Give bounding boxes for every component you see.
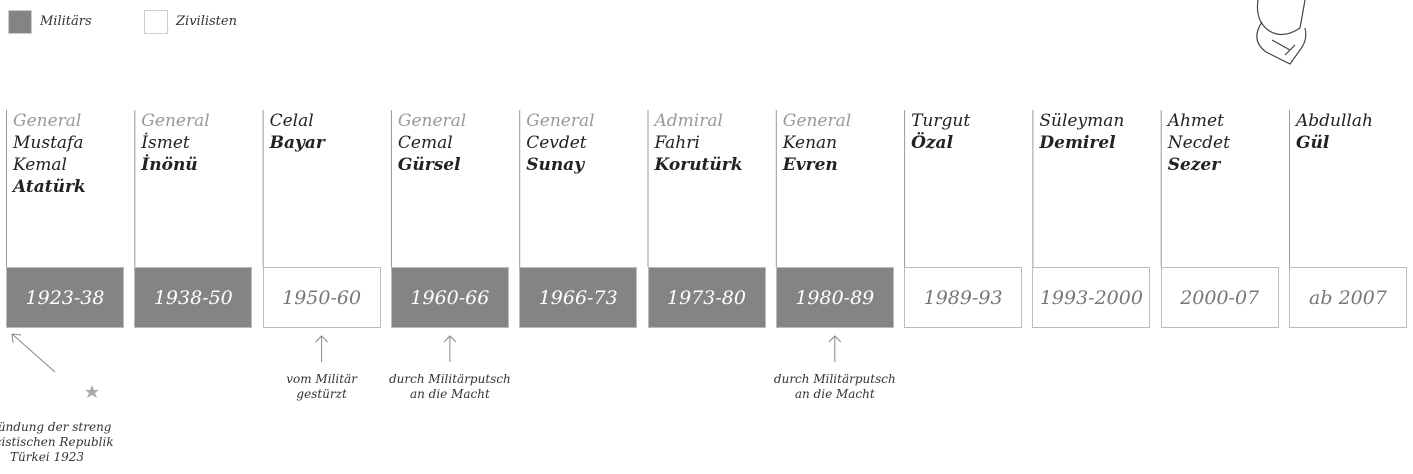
- star: [85, 385, 99, 398]
- surname: Bayar: [270, 132, 325, 154]
- given-name: Necdet: [1168, 132, 1230, 154]
- term: 1950-60: [282, 287, 361, 309]
- term-box: 1993-2000: [1032, 267, 1150, 328]
- note: an die Macht: [755, 387, 915, 402]
- rank: General: [526, 110, 594, 132]
- term-box: 1960-66: [391, 267, 509, 328]
- term: 1989-93: [924, 287, 1003, 309]
- rank: Admiral: [655, 110, 723, 132]
- note: laizistischen Republik: [0, 435, 127, 450]
- surname: Korutürk: [655, 154, 743, 176]
- rank: General: [141, 110, 209, 132]
- surname: Evren: [783, 154, 838, 176]
- term-box: 1973-80: [648, 267, 766, 328]
- term-box: ab 2007: [1289, 267, 1407, 328]
- given-name: Mustafa: [13, 132, 83, 154]
- given-name: Kenan: [783, 132, 837, 154]
- given-name: Abdullah: [1296, 110, 1373, 132]
- surname: Sezer: [1168, 154, 1221, 176]
- term: 2000-07: [1180, 287, 1259, 309]
- term-box: 1980-89: [776, 267, 894, 328]
- term-box: 1966-73: [519, 267, 637, 328]
- surname: Gürsel: [398, 154, 461, 176]
- surname: Atatürk: [13, 176, 86, 198]
- note: durch Militärputsch: [755, 372, 915, 387]
- legend-label: Militärs: [40, 14, 92, 29]
- term: 1980-89: [795, 287, 874, 309]
- legend-label: Zivilisten: [176, 14, 237, 29]
- rank: General: [783, 110, 851, 132]
- term-box: 1938-50: [134, 267, 252, 328]
- arrow: [12, 334, 55, 372]
- given-name: Kemal: [13, 154, 67, 176]
- term: 1960-66: [410, 287, 489, 309]
- surname: Gül: [1296, 132, 1329, 154]
- given-name: Cevdet: [526, 132, 586, 154]
- given-name: Ahmet: [1168, 110, 1224, 132]
- term: ab 2007: [1309, 287, 1387, 309]
- term-box: 1923-38: [6, 267, 124, 328]
- given-name: Cemal: [398, 132, 453, 154]
- given-name: Süleyman: [1039, 110, 1124, 132]
- rank: General: [398, 110, 466, 132]
- portrait: [1257, 0, 1306, 64]
- given-name: Celal: [270, 110, 314, 132]
- infographic: MilitärsZivilistenGeneralMustafaKemalAta…: [0, 0, 1413, 474]
- term: 1973-80: [667, 287, 746, 309]
- note: durch Militärputsch: [370, 372, 530, 387]
- note: Türkei 1923: [0, 450, 127, 465]
- term: 1923-38: [26, 287, 105, 309]
- rank: General: [13, 110, 81, 132]
- surname: Özal: [911, 132, 953, 154]
- decor: [0, 0, 1413, 474]
- term: 1938-50: [154, 287, 233, 309]
- term: 1993-2000: [1040, 287, 1143, 309]
- term-box: 2000-07: [1161, 267, 1279, 328]
- given-name: İsmet: [141, 132, 189, 154]
- surname: Sunay: [526, 154, 584, 176]
- term-box: 1989-93: [904, 267, 1022, 328]
- legend-swatch: [8, 10, 32, 34]
- note: Gründung der streng: [0, 420, 127, 435]
- note: an die Macht: [370, 387, 530, 402]
- surname: İnönü: [141, 154, 197, 176]
- given-name: Turgut: [911, 110, 970, 132]
- surname: Demirel: [1039, 132, 1115, 154]
- term-box: 1950-60: [263, 267, 381, 328]
- crescent: [62, 376, 76, 404]
- given-name: Fahri: [655, 132, 700, 154]
- term: 1966-73: [539, 287, 618, 309]
- legend-swatch: [144, 10, 168, 34]
